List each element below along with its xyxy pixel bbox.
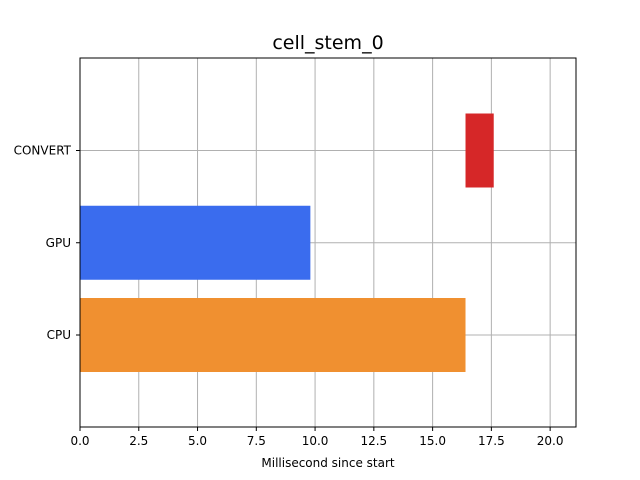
x-tick-label: 20.0 — [537, 434, 564, 448]
x-tick-label: 5.0 — [188, 434, 207, 448]
x-tick-label: 17.5 — [478, 434, 505, 448]
x-axis-ticks: 0.0 2.5 5.0 7.5 10.0 12.5 15.0 17.5 20.0 — [70, 427, 564, 448]
y-tick-label: CPU — [47, 328, 71, 342]
y-tick-label: CONVERT — [14, 144, 72, 158]
y-axis-ticks: CPU GPU CONVERT — [14, 144, 80, 342]
y-tick-label: GPU — [46, 236, 71, 250]
x-tick-label: 2.5 — [129, 434, 148, 448]
chart-title: cell_stem_0 — [272, 32, 383, 54]
bar-cpu — [80, 298, 466, 372]
bar-convert — [465, 113, 494, 188]
x-tick-label: 10.0 — [302, 434, 329, 448]
x-axis-label: Millisecond since start — [261, 456, 395, 470]
bar-gpu — [80, 205, 311, 280]
x-tick-label: 12.5 — [360, 434, 387, 448]
x-tick-label: 15.0 — [419, 434, 446, 448]
bars — [80, 113, 494, 372]
x-tick-label: 0.0 — [70, 434, 89, 448]
x-tick-label: 7.5 — [247, 434, 266, 448]
